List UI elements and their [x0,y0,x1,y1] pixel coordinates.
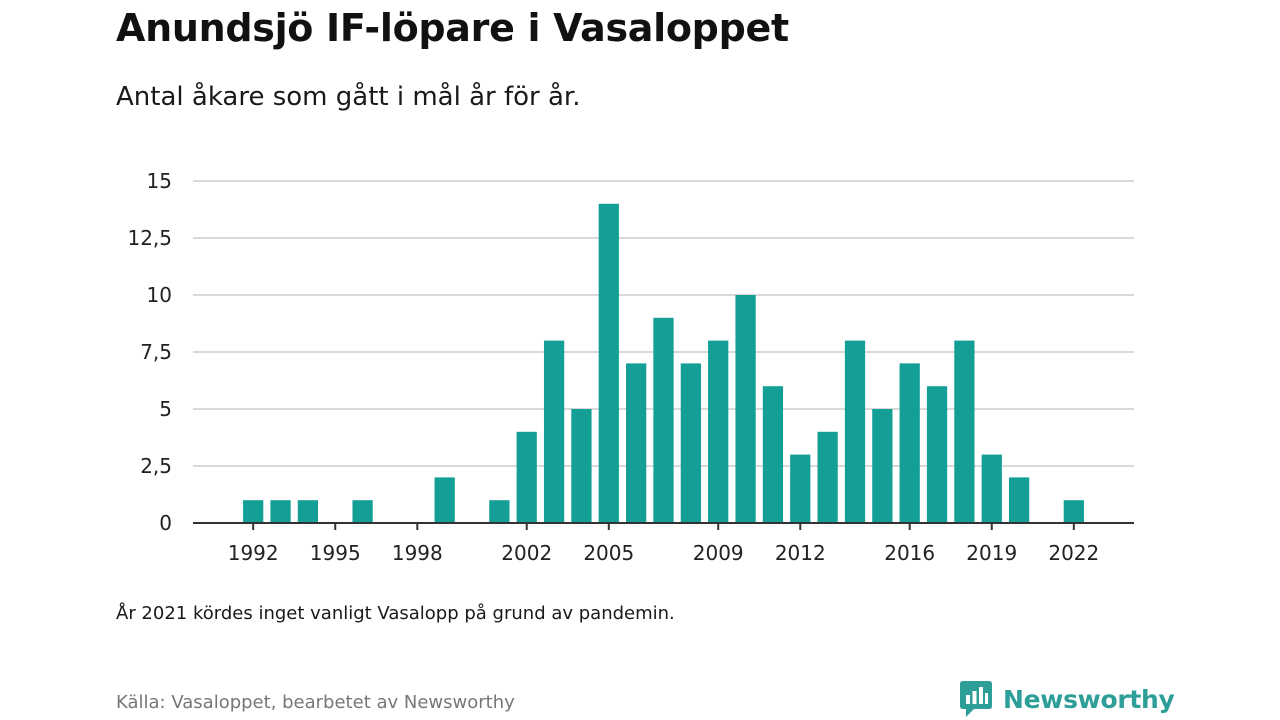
x-tick-label: 1998 [392,541,443,565]
bar-2019 [981,454,1002,523]
x-tick-label: 2005 [583,541,634,565]
bar-2009 [708,340,729,523]
bar-1992 [243,500,264,523]
bar-2015 [872,409,893,523]
x-tick-label: 2022 [1048,541,1099,565]
y-axis-tick-labels: 0 2,5 5 7,5 10 12,5 15 [127,169,172,535]
x-tick-label: 2019 [966,541,1017,565]
bar-2022 [1063,500,1084,523]
bar-2012 [790,454,811,523]
bar-2014 [844,340,866,523]
bar-2003 [543,340,565,523]
y-tick-label: 2,5 [140,454,172,478]
bar-1994 [297,500,319,523]
bar-2016 [899,363,920,523]
x-tick-label: 1992 [228,541,279,565]
bar-2010 [735,295,756,523]
chart-note: År 2021 kördes inget vanligt Vasalopp på… [116,603,675,624]
y-tick-label: 10 [147,283,172,307]
bar-2020 [1008,477,1030,523]
x-tick-label: 1995 [310,541,361,565]
x-tick-label: 2012 [775,541,826,565]
bar-2008 [680,363,701,523]
bar-1999 [434,477,455,523]
x-tick-label: 2016 [884,541,935,565]
newsworthy-logo-icon [960,681,992,717]
bar-2007 [653,317,674,523]
x-axis-ticks: 1992 1995 1998 2002 2005 2009 2012 2016 2019 2022 [228,523,1099,565]
chart-subtitle: Antal åkare som gått i mål år för år. [116,82,581,112]
source-credit: Källa: Vasaloppet, bearbetet av Newswort… [116,692,515,713]
bar-2005 [598,203,619,524]
y-tick-label: 12,5 [127,226,172,250]
bar-1993 [270,500,291,523]
bars [243,203,1084,524]
bar-1996 [352,500,373,523]
y-tick-label: 5 [159,397,172,421]
bar-2018 [954,340,975,523]
bar-2006 [626,363,647,523]
bar-2013 [817,431,838,523]
chart-title: Anundsjö IF-löpare i Vasaloppet [116,6,789,50]
x-tick-label: 2002 [501,541,552,565]
newsworthy-logo[interactable]: Newsworthy [958,679,1175,719]
brand-name: Newsworthy [1003,684,1175,714]
y-tick-label: 0 [159,511,172,535]
bar-2001 [489,500,510,523]
bar-chart: 0 2,5 5 7,5 10 12,5 15 1992 1995 1998 2002 2005 200… [127,169,1134,565]
x-tick-label: 2009 [693,541,744,565]
bar-2002 [516,431,537,523]
bar-2017 [926,386,948,523]
bar-2011 [762,386,784,523]
y-tick-label: 7,5 [140,340,172,364]
bar-2004 [571,409,592,523]
y-tick-label: 15 [147,169,172,193]
